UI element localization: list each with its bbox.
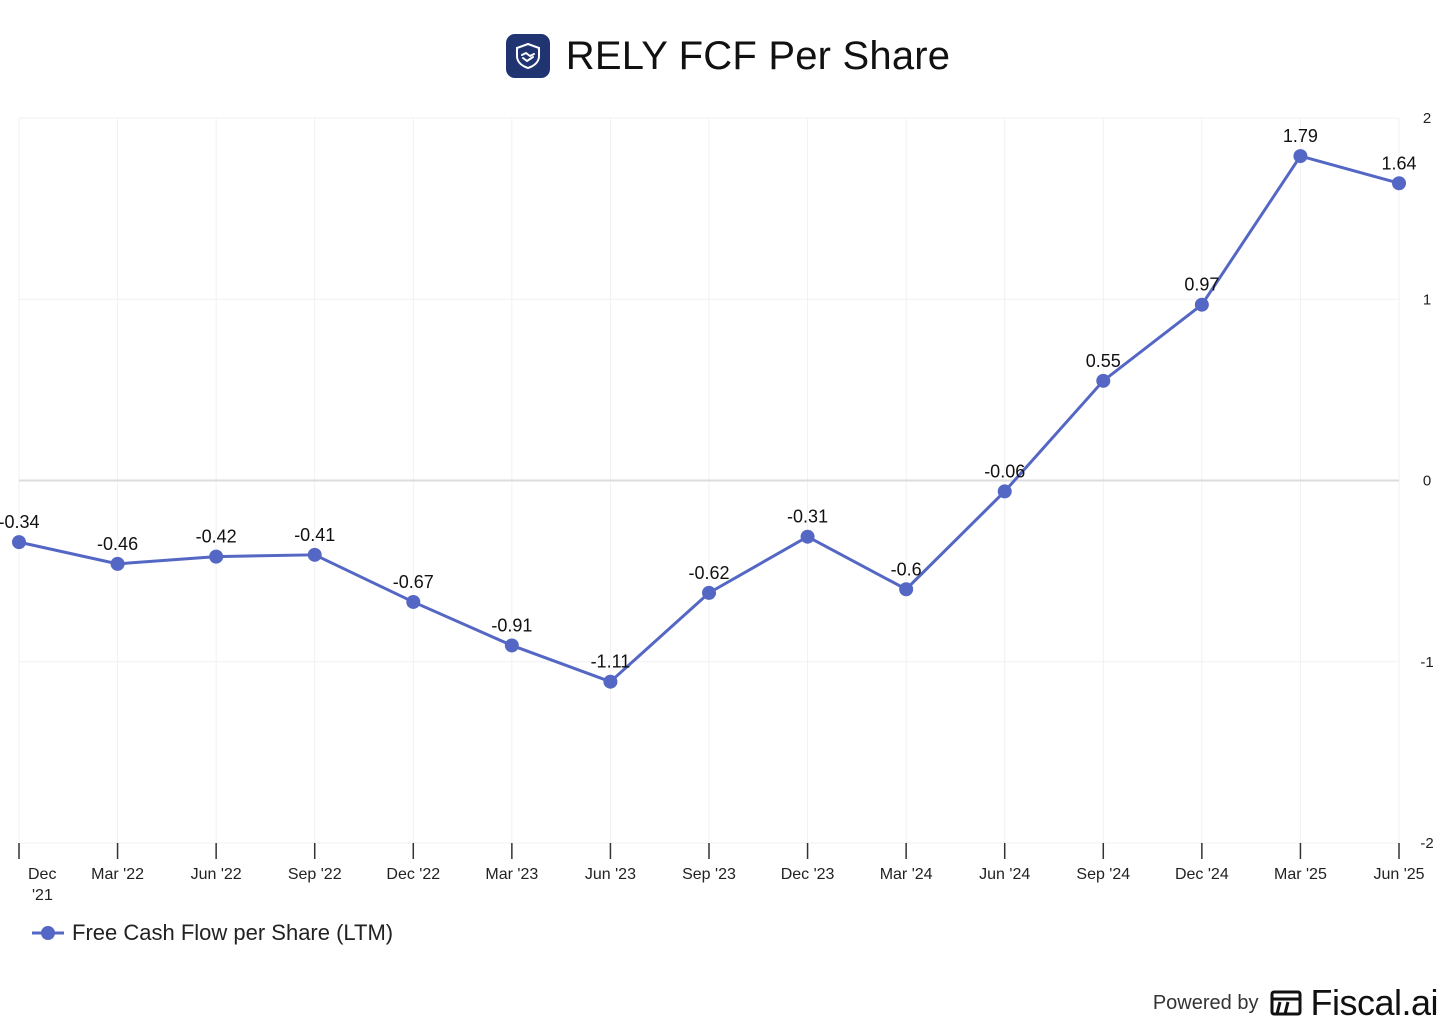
y-tick-label: 2 [1423,110,1431,127]
data-point [1293,149,1308,164]
data-label: -0.62 [688,563,729,583]
data-label: 1.64 [1381,153,1416,173]
legend-series-marker-icon [32,926,64,940]
y-tick-label: -1 [1420,654,1433,671]
data-point [209,549,224,564]
data-point [307,547,322,562]
data-label: -0.42 [196,527,237,547]
data-point [1096,373,1111,388]
x-tick-label: Jun '25 [1373,866,1424,883]
data-point [110,556,125,571]
x-tick-label: Jun '22 [191,866,242,883]
x-tick-label: Dec '21 [28,866,56,904]
chart-header: RELY FCF Per Share [0,26,1456,86]
line-chart: Dec '21 Mar '22 Jun '22 Sep '22 Dec '22 Mar '2… [0,110,1434,904]
x-tick-label: Dec '23 [781,866,835,883]
data-label: 1.79 [1283,126,1318,146]
data-label: -0.06 [984,461,1025,481]
x-tick-label: Mar '22 [91,866,144,883]
brand-name: Fiscal.ai [1310,982,1438,1023]
data-point [12,535,26,550]
data-label: -0.46 [97,534,138,554]
data-point [1392,176,1406,191]
data-label: -1.11 [591,652,631,672]
data-point [899,582,914,597]
x-tick-label: Mar '25 [1274,866,1327,883]
data-point [504,638,519,653]
x-tick-label: Mar '23 [485,866,538,883]
fiscal-ai-logo-icon [1270,990,1302,1016]
footer-attribution: Powered by Fiscal.ai [1152,982,1439,1024]
y-tick-label: 1 [1423,291,1431,308]
data-point [603,674,618,689]
x-axis: Dec '21 Mar '22 Jun '22 Sep '22 Dec '22 Mar '2… [18,843,1425,904]
x-tick-label: Dec '22 [386,866,440,883]
data-point [406,594,421,609]
data-point [702,585,716,600]
data-labels: -0.34 -0.46 -0.42 -0.41 -0.67 -0.91 -1.11 -0.62… [0,126,1417,672]
chart-title: RELY FCF Per Share [565,33,951,78]
x-tick-label: Jun '24 [979,866,1030,883]
x-tick-label: Jun '23 [585,866,636,883]
data-label: 0.55 [1086,351,1121,371]
y-axis: 2 1 0 -1 -2 [1420,110,1433,852]
shield-handshake-icon [505,34,550,78]
data-label: -0.67 [393,572,434,592]
legend-label: Free Cash Flow per Share (LTM) [72,920,394,945]
data-points [12,149,1406,689]
y-tick-label: -2 [1420,835,1433,852]
gridlines [18,117,1400,844]
data-label: -0.91 [491,615,532,635]
data-point [800,529,815,544]
data-point [997,484,1012,499]
powered-by-text: Powered by [1152,991,1259,1014]
x-tick-label: Dec '24 [1175,866,1229,883]
data-label: 0.97 [1184,275,1219,295]
data-label: -0.6 [891,559,922,579]
legend[interactable]: Free Cash Flow per Share (LTM) [32,918,393,948]
x-tick-label: Mar '24 [880,866,933,883]
y-tick-label: 0 [1423,473,1431,490]
data-label: -0.31 [787,507,828,527]
data-label: -0.41 [294,525,335,545]
data-label: -0.34 [0,512,40,532]
x-tick-label: Sep '22 [288,866,342,883]
data-point [1194,297,1209,312]
x-tick-label: Sep '23 [682,866,736,883]
x-tick-label: Sep '24 [1076,866,1130,883]
